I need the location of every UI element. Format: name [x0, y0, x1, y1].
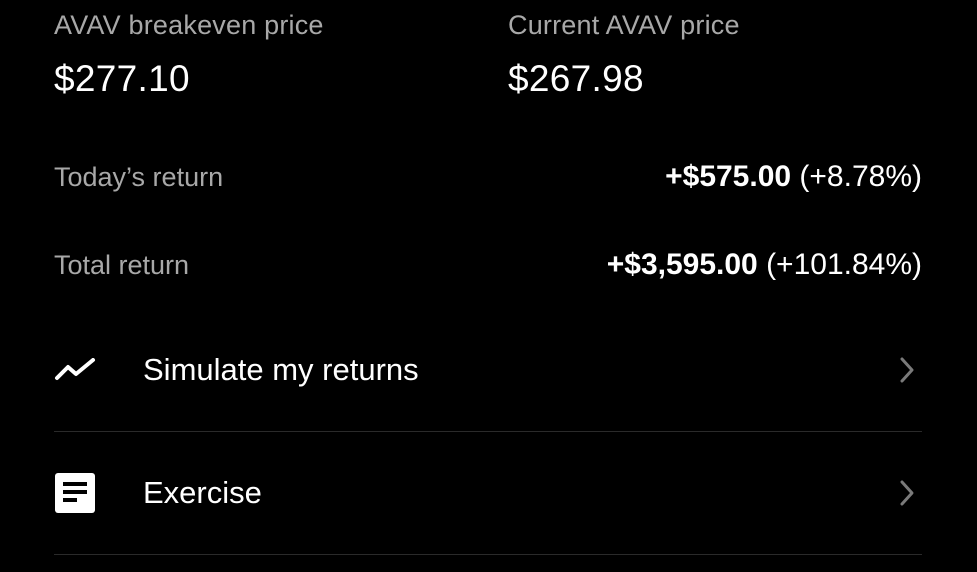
- breakeven-price-label: AVAV breakeven price: [54, 10, 324, 40]
- todays-return-value: +$575.00 (+8.78%): [665, 160, 922, 194]
- total-return-amount: +$3,595.00: [606, 248, 758, 281]
- current-price-label: Current AVAV price: [508, 10, 740, 40]
- total-return-row: Total return +$3,595.00 (+101.84%): [54, 245, 922, 285]
- total-return-percent: (+101.84%): [766, 248, 922, 281]
- todays-return-amount: +$575.00: [665, 160, 792, 193]
- total-return-value: +$3,595.00 (+101.84%): [607, 248, 922, 282]
- simulate-returns-button[interactable]: Simulate my returns: [54, 309, 922, 431]
- todays-return-percent: (+8.78%): [799, 160, 922, 193]
- total-return-label: Total return: [54, 249, 190, 280]
- exercise-label: Exercise: [143, 475, 262, 510]
- document-icon: [54, 468, 104, 518]
- current-price-value: $267.98: [508, 58, 644, 99]
- chevron-right-icon: [892, 350, 922, 390]
- chevron-right-icon: [892, 473, 922, 513]
- todays-return-label: Today’s return: [54, 161, 224, 192]
- exercise-button[interactable]: Exercise: [54, 432, 922, 554]
- divider: [54, 554, 922, 555]
- todays-return-row: Today’s return +$575.00 (+8.78%): [54, 157, 922, 197]
- breakeven-price-value: $277.10: [54, 58, 190, 99]
- simulate-returns-label: Simulate my returns: [143, 352, 419, 387]
- divider: [54, 431, 922, 432]
- trend-line-icon: [54, 345, 104, 395]
